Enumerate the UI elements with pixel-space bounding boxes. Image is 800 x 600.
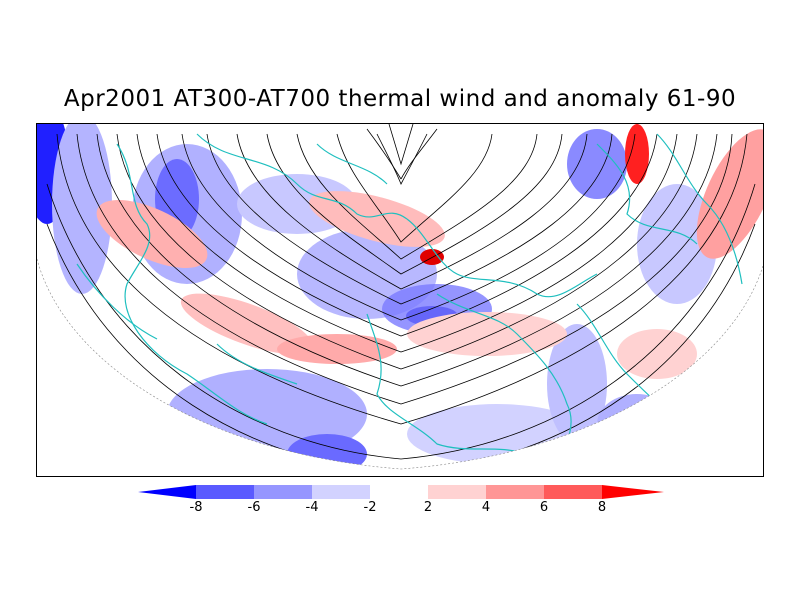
- map-panel: [36, 123, 764, 477]
- colorbar-segment-1: [138, 485, 196, 499]
- thermal-wind-streamlines: [46, 124, 756, 469]
- colorbar-tick-label: -8: [189, 500, 203, 515]
- colorbar-tick-label: 2: [423, 500, 433, 515]
- colorbar-tick-label: 8: [597, 500, 607, 515]
- colorbar-tick-label: -4: [305, 500, 319, 515]
- colorbar-tick-label: -6: [247, 500, 261, 515]
- plot-title: Apr2001 AT300-AT700 thermal wind and ano…: [63, 86, 737, 112]
- thermal-wind-map: [37, 124, 763, 470]
- colorbar-tick-label: -2: [363, 500, 377, 515]
- colorbar-segment-8: [544, 485, 602, 499]
- colorbar-segment-4: [312, 485, 370, 499]
- color-scale-bar: [138, 485, 664, 499]
- hemisphere-edge: [37, 258, 763, 470]
- colorbar-segment-6: [428, 485, 486, 499]
- colorbar-segment-3: [254, 485, 312, 499]
- colorbar-tick-label: 6: [539, 500, 549, 515]
- colorbar-segment-2: [196, 485, 254, 499]
- colorbar-tick-label: 4: [481, 500, 491, 515]
- colorbar-segment-9: [602, 485, 664, 499]
- colorbar-segment-7: [486, 485, 544, 499]
- colorbar-segment-5: [370, 485, 428, 499]
